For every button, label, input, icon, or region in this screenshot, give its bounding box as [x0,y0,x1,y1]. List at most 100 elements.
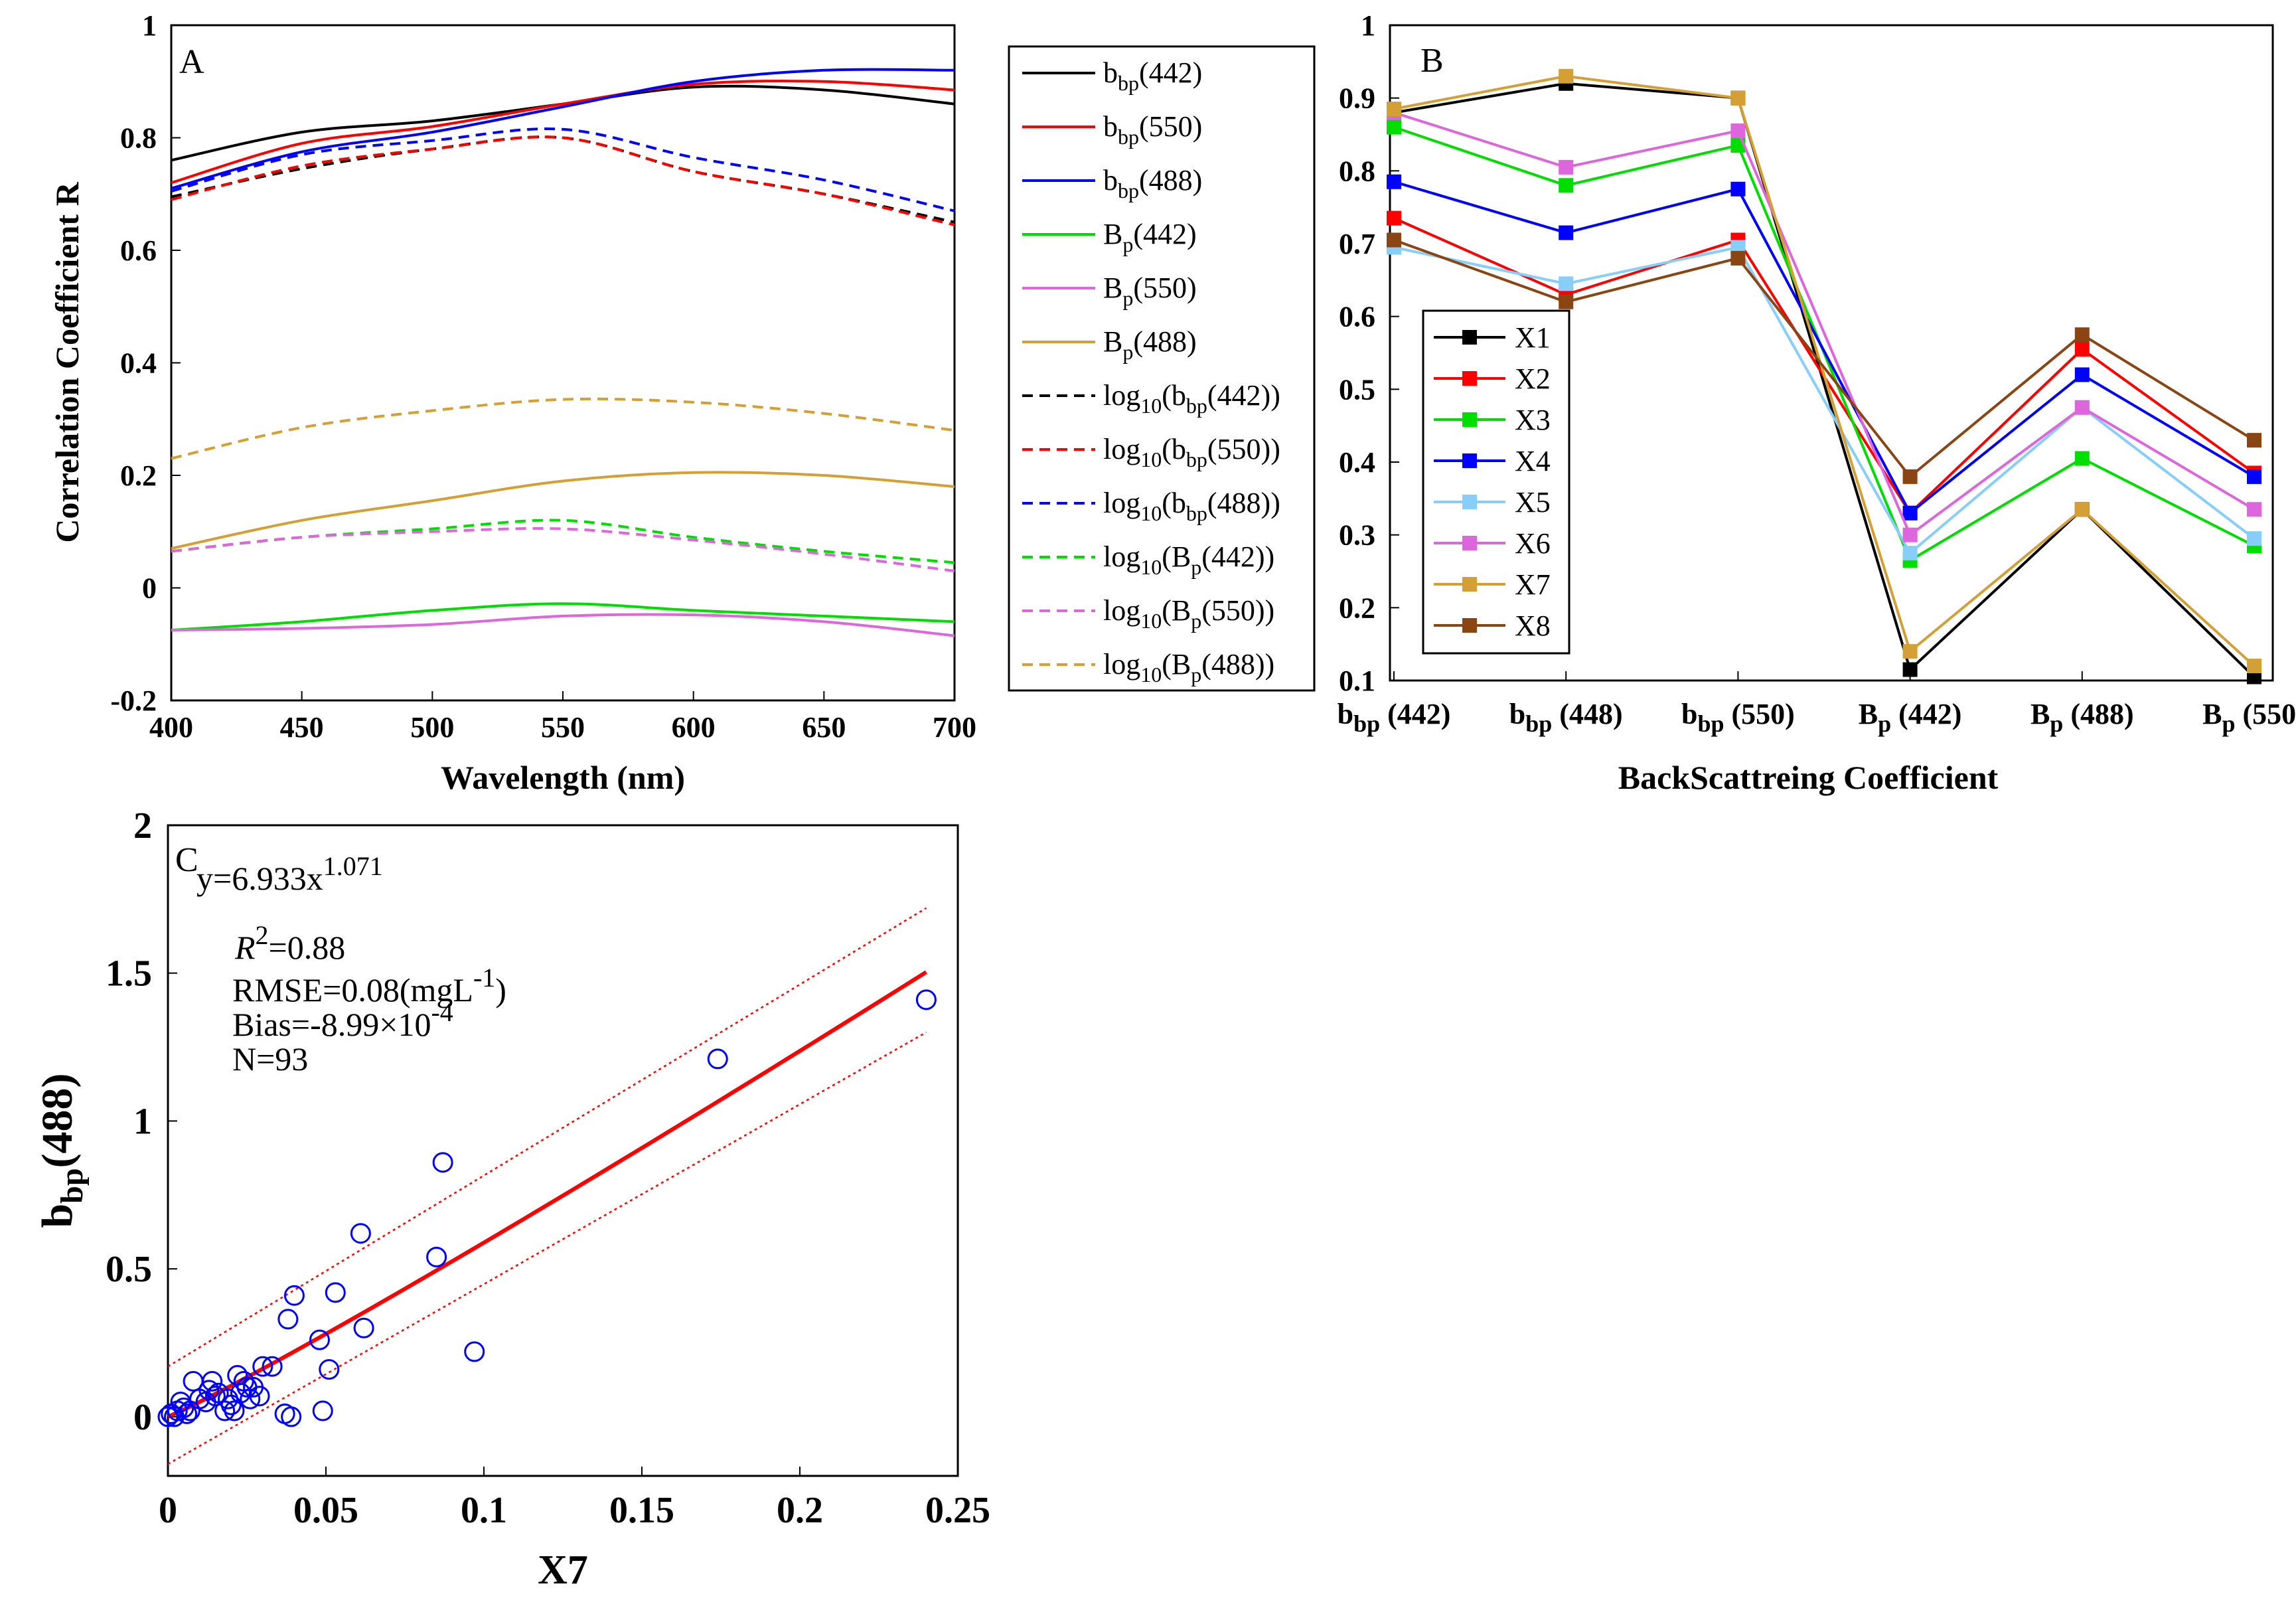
panel-a-series-line [171,135,955,224]
panel-b-x-tick-label: bbp (550) [1681,698,1795,737]
panel-b-marker [1902,527,1918,542]
panel-b-marker [1902,644,1918,659]
panel-b-legend-entry: X3 [1515,404,1551,436]
panel-c-data-point [319,1359,340,1380]
panel-a-series-line [171,84,955,162]
panel-b-marker [1902,505,1918,521]
panel-a-legend-entry: Bp(442) [1103,218,1197,256]
panel-b-marker [1559,294,1574,309]
panel-a-series-line [171,68,955,190]
panel-c-data-point [214,1400,236,1421]
panel-c-y-tick-label: 1.5 [106,953,152,995]
panel-b-marker [1559,178,1574,193]
panel-b-legend-marker [1462,412,1477,427]
panel-b-marker [2074,367,2090,382]
panel-a-x-tick-label: 700 [933,711,976,744]
panel-a-legend-box [1008,45,1316,692]
panel-b-marker [1559,225,1574,240]
panel-c-data-point [277,1309,299,1330]
panel-b-marker [1902,469,1918,484]
panel-b-marker [2247,502,2261,517]
panel-c-x-tick-label: 0.1 [461,1490,507,1531]
panel-b-marker [1902,546,1918,561]
panel-a-series-line [171,602,955,632]
panel-a-series-line [171,471,955,550]
panel-c-data-point [707,1048,728,1070]
panel-b-series-line [1393,246,2256,556]
panel-a-x-tick-label: 650 [802,711,846,744]
panel-b-series-line [1393,180,2256,515]
panel-b-y-tick-label: 0.3 [1339,519,1375,552]
panel-c-y-tick-label: 0.5 [106,1249,152,1290]
panel-a-legend-entry: log10(Bp(550)) [1103,594,1274,633]
panel-a-x-tick-label: 550 [541,711,585,744]
panel-a-y-tick-label: 0.6 [120,234,157,267]
panel-b-marker [2074,451,2090,466]
panel-c-data-point [432,1152,453,1173]
panel-b-marker [1387,120,1401,135]
panel-b-marker [1730,181,1746,197]
panel-c-y-axis-label: bbp(488) [33,1073,90,1228]
panel-b-marker [2247,531,2261,546]
panel-a-legend-entry: log10(Bp(488)) [1103,648,1274,686]
panel-c-n: N=93 [232,1040,308,1078]
panel-b-x-tick-label: Bp (550) [2202,698,2296,737]
panel-a-x-tick-label: 600 [672,711,716,744]
panel-c-label: C [175,841,198,879]
panel-b-y-tick-label: 0.7 [1339,228,1375,260]
panel-b-legend-entry: X6 [1515,527,1551,560]
panel-a-legend-entry: log10(bbp(488)) [1103,487,1280,525]
panel-b-marker [1387,210,1401,226]
panel-c-data-point [281,1406,302,1427]
panel-b-x-tick-label: Bp (442) [1859,698,1962,737]
panel-a-legend-entry: Bp(488) [1103,325,1197,364]
panel-b-series-line [1393,82,2256,678]
panel-c-y-tick-label: 1 [133,1101,152,1142]
panel-b-marker [2074,400,2090,415]
panel-b-marker [2247,659,2261,674]
panel-b-legend-marker [1462,453,1477,468]
panel-c-data-point [177,1403,198,1424]
panel-a-legend-entry: log10(Bp(442)) [1103,540,1274,579]
panel-a-legend-entry: Bp(550) [1103,272,1197,310]
panel-b-marker [2074,502,2090,517]
panel-c-data-point [249,1386,270,1407]
panel-a-legend-entry: bbp(442) [1103,56,1202,95]
panel-b-marker [2074,327,2090,343]
panel-a-x-tick-label: 500 [410,711,454,744]
panel-a-series-line [171,519,955,564]
panel-b-marker [2247,469,2261,484]
panel-b-marker [1559,68,1574,84]
panel-b-y-tick-label: 0.4 [1339,446,1375,479]
panel-b-y-tick-label: 1 [1361,9,1375,42]
panel-b-x-tick-label: bbp (448) [1509,698,1623,737]
panel-c-y-tick-label: 2 [133,805,152,846]
panel-a-x-tick-label: 450 [280,711,324,744]
panel-c-y-tick-label: 0 [133,1397,152,1438]
panel-c-x-axis-label: X7 [538,1548,588,1593]
panel-c-data-point [325,1282,346,1303]
panel-c-equation: y=6.933x1.071 [196,851,383,897]
panel-b-legend-marker [1462,371,1477,386]
panel-b-x-tick-label: Bp (488) [2030,698,2134,737]
panel-c-data-point [350,1223,371,1244]
panel-c-data-point [426,1246,447,1267]
panel-c-data-point [204,1386,226,1407]
panel-c-upper-band [167,907,927,1368]
panel-b-y-tick-label: 0.2 [1339,592,1375,624]
panel-b-legend-marker [1462,536,1477,550]
panel-b-chart: B 0.1 0.2 0.3 0.4 0.5 0.6 0.7 0.8 0.9 1 bbp (442) b… [1338,9,2296,796]
panel-b-series-line [1393,111,2256,537]
panel-a-legend-entry: bbp(488) [1103,164,1202,202]
panel-a-series-line [171,526,955,573]
panel-c-data-point [198,1380,220,1401]
panel-b-marker [1559,276,1574,291]
panel-c-fit-line [167,970,927,1419]
panel-b-series-line [1393,238,2256,479]
panel-b-legend-entry: X1 [1515,321,1551,354]
panel-b-legend-box [1422,309,1570,655]
panel-b-y-tick-label: 0.8 [1339,155,1375,187]
panel-b-series-line [1393,74,2256,667]
panel-b-y-tick-label: 0.1 [1339,665,1375,697]
panel-b-marker [1902,662,1918,677]
